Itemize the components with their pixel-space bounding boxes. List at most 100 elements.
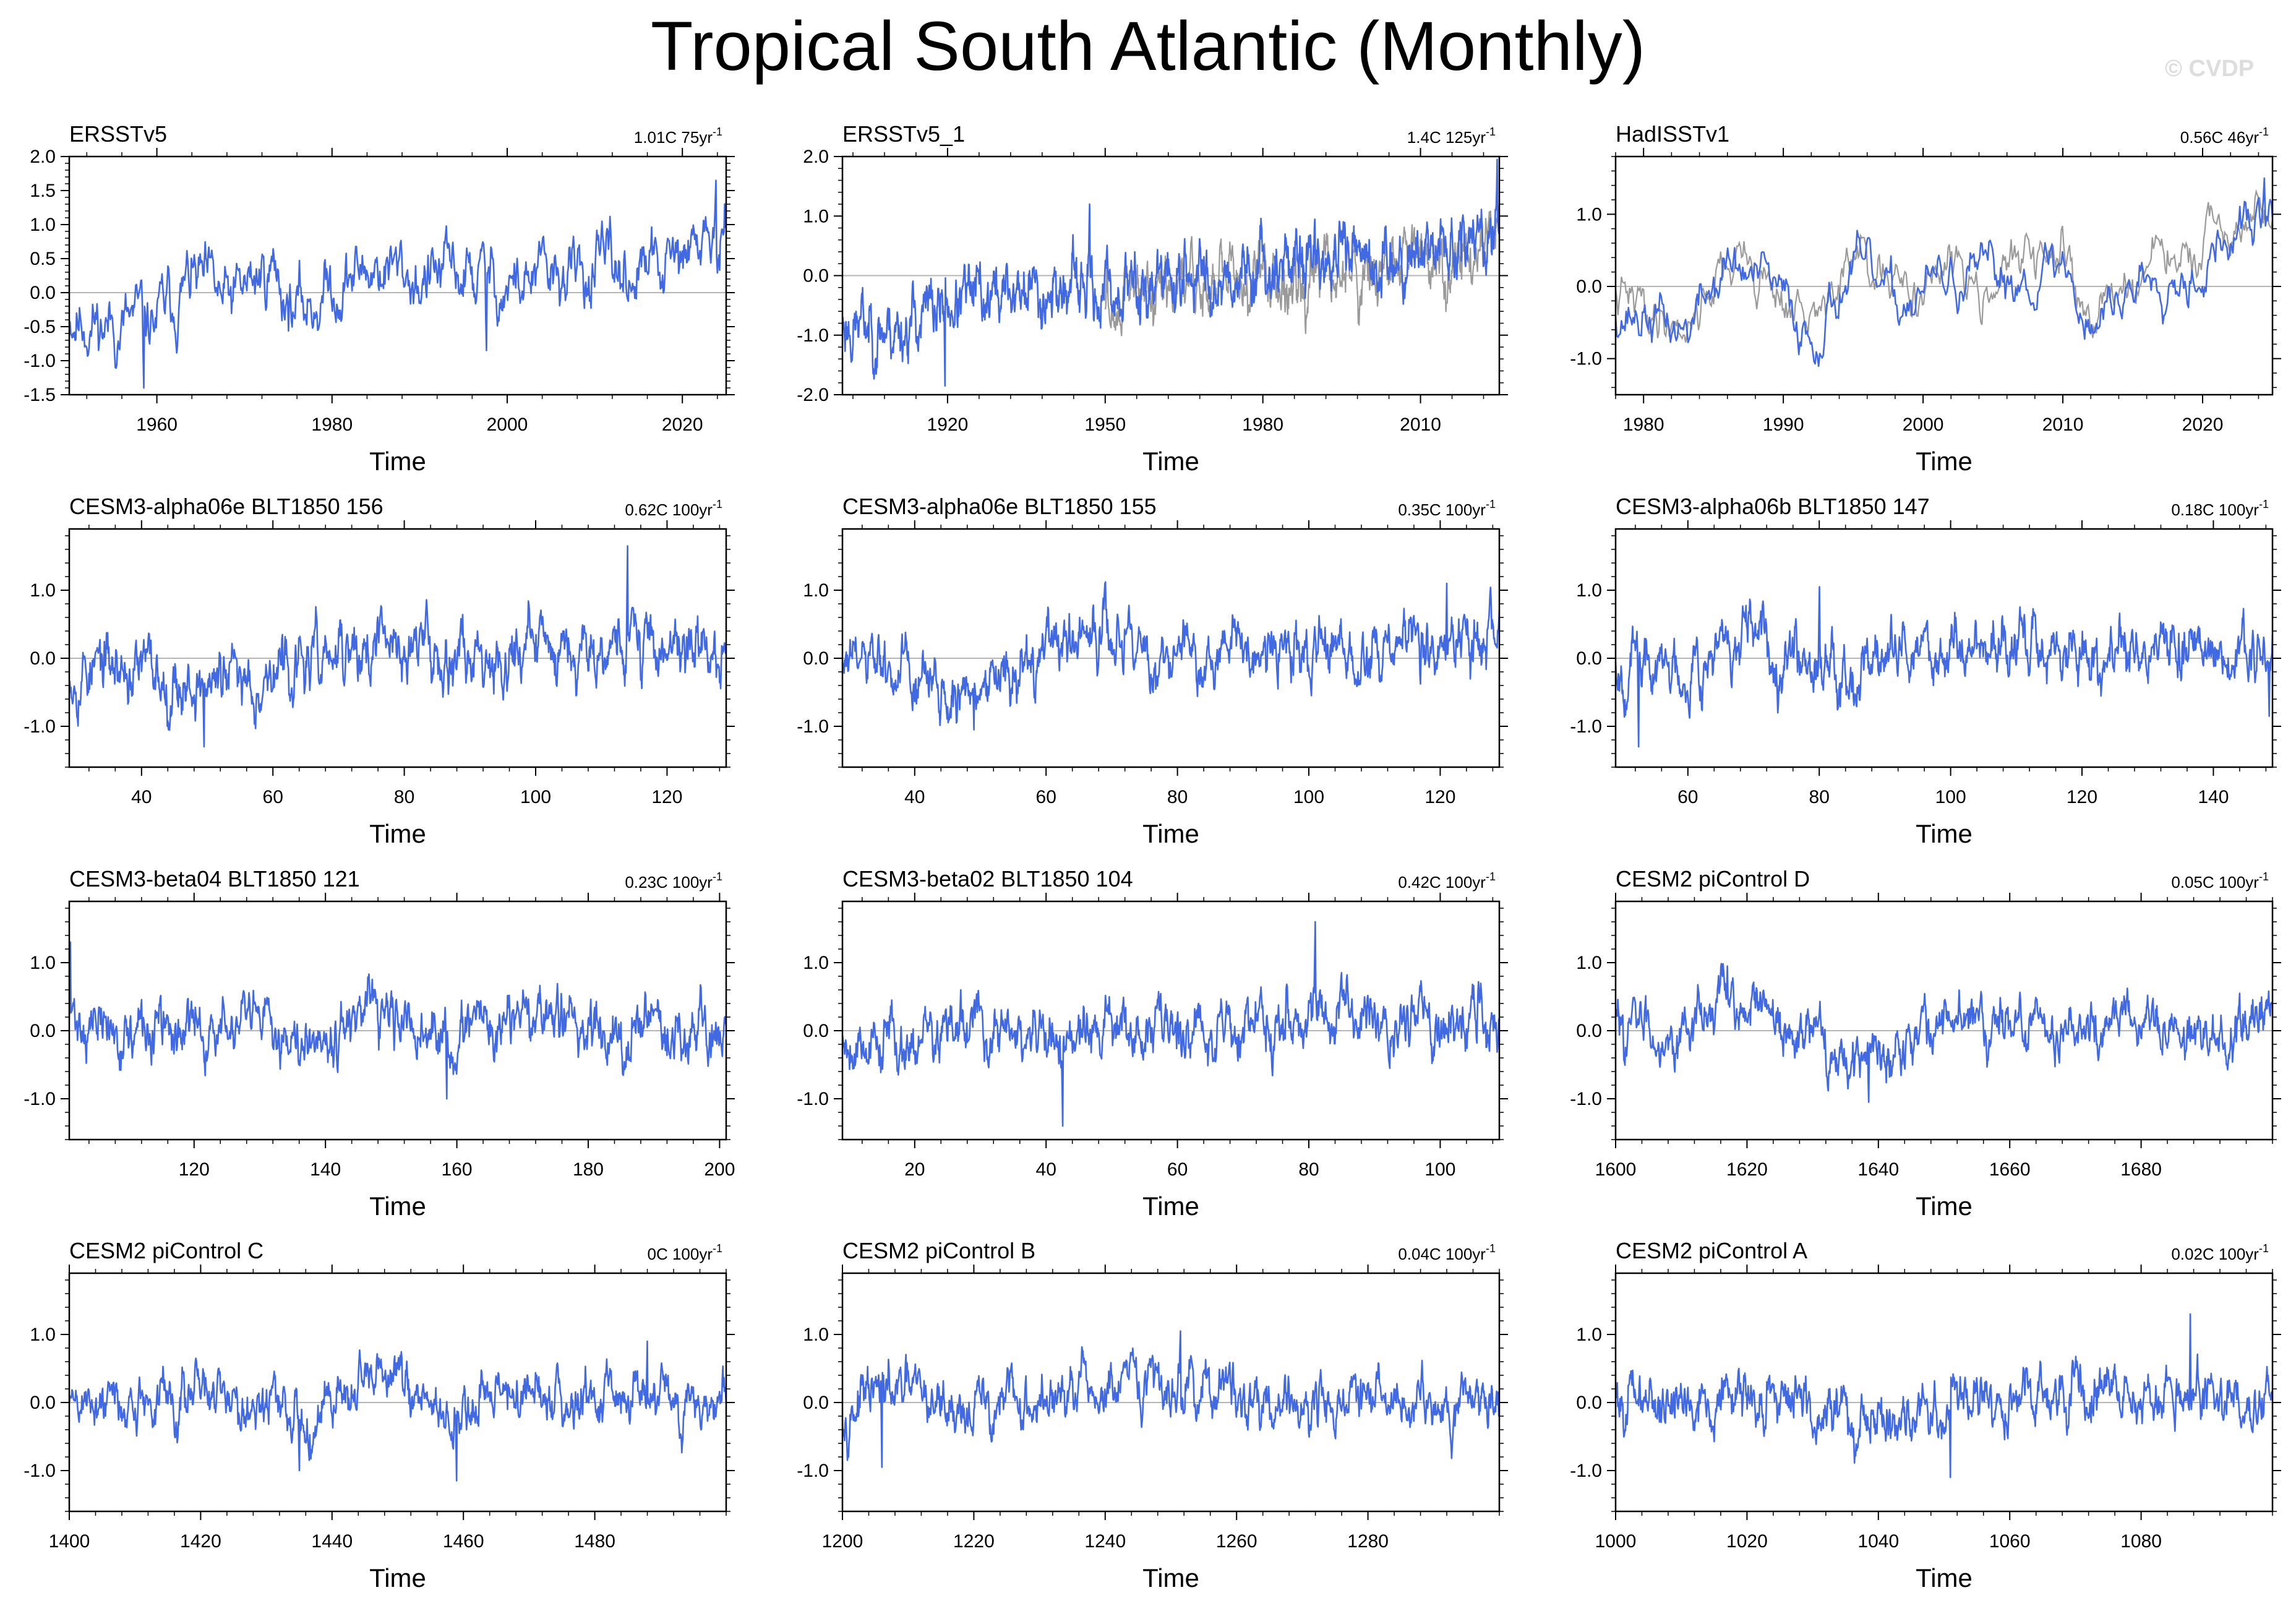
y-tick-label: 0.0 — [30, 1021, 56, 1041]
trend-label: 0.04C 100yr-1 — [1398, 1242, 1496, 1263]
y-tick-label: 1.5 — [30, 181, 56, 201]
y-tick-label: -1.0 — [1570, 1089, 1602, 1109]
y-tick-label: 0.5 — [30, 249, 56, 269]
y-tick-label: -1.0 — [24, 1089, 56, 1109]
trend-label: 1.4C 125yr-1 — [1407, 126, 1496, 147]
x-tick-label: 1980 — [311, 415, 353, 435]
chart-panel-5: CESM3-alpha06e BLT1850 155 0.35C 100yr-1 -… — [797, 494, 1508, 848]
x-tick-label: 80 — [394, 787, 414, 807]
y-tick-label: 0.0 — [1576, 648, 1602, 669]
x-tick-label: 2020 — [662, 415, 703, 435]
x-tick-label: 2000 — [487, 415, 528, 435]
panel-title: CESM3-alpha06e BLT1850 156 — [69, 494, 383, 519]
y-tick-label: -1.0 — [24, 351, 56, 371]
y-tick-label: 1.0 — [1576, 580, 1602, 601]
x-tick-label: 60 — [263, 787, 283, 807]
x-tick-label: 120 — [651, 787, 682, 807]
series-line — [69, 545, 726, 748]
y-tick-label: 1.0 — [1576, 1325, 1602, 1345]
y-tick-label: 2.0 — [30, 147, 56, 167]
chart-panel-1: ERSSTv5 1.01C 75yr-1 -1.5 -1.0 -0.5 0.0 0.5 1.0… — [24, 121, 735, 476]
y-tick-label: -1.0 — [797, 1461, 829, 1481]
x-tick-label: 1920 — [927, 415, 969, 435]
plot-frame — [841, 900, 1501, 1141]
x-tick-label: 120 — [1424, 787, 1455, 807]
x-tick-label: 1980 — [1623, 415, 1664, 435]
x-tick-label: 1440 — [311, 1531, 353, 1552]
y-tick-label: 0.0 — [1576, 277, 1602, 297]
panel-title: CESM2 piControl C — [69, 1238, 263, 1263]
series-line — [69, 179, 726, 389]
x-tick-label: 1260 — [1216, 1531, 1257, 1552]
x-tick-label: 1950 — [1084, 415, 1126, 435]
x-tick-label: 1040 — [1857, 1531, 1899, 1552]
series-line — [1616, 1313, 2272, 1479]
y-tick-label: -1.0 — [1570, 716, 1602, 737]
x-tick-label: 80 — [1298, 1159, 1319, 1180]
y-tick-label: 0.0 — [1576, 1021, 1602, 1041]
panel-title: CESM3-beta04 BLT1850 121 — [69, 866, 360, 891]
series-line — [1616, 963, 2272, 1103]
panel-title: CESM3-beta02 BLT1850 104 — [842, 866, 1133, 891]
y-tick-label: 1.0 — [1576, 953, 1602, 973]
figure-title: Tropical South Atlantic (Monthly) — [650, 7, 1646, 85]
trend-label: 1.01C 75yr-1 — [634, 126, 722, 147]
x-axis-label: Time — [1916, 819, 1973, 848]
trend-label: 0.23C 100yr-1 — [625, 870, 722, 891]
y-tick-label: -1.0 — [1570, 349, 1602, 369]
trend-label: 0C 100yr-1 — [647, 1242, 722, 1263]
y-tick-label: -2.0 — [797, 385, 829, 405]
x-tick-label: 2000 — [1903, 415, 1944, 435]
x-tick-label: 1400 — [49, 1531, 90, 1552]
chart-panel-2: ERSSTv5_1 1.4C 125yr-1 -2.0 -1.0 0.0 1.0 2.0 19… — [797, 121, 1508, 476]
plot-frame — [68, 1272, 727, 1513]
chart-panel-4: CESM3-alpha06e BLT1850 156 0.62C 100yr-1 -… — [24, 494, 735, 848]
chart-panel-8: CESM3-beta02 BLT1850 104 0.42C 100yr-1 -1.… — [797, 866, 1508, 1221]
x-tick-label: 140 — [310, 1159, 341, 1180]
plot-frame — [1614, 1272, 2274, 1513]
y-tick-label: -1.0 — [797, 325, 829, 346]
x-tick-label: 1060 — [1989, 1531, 2031, 1552]
series-line — [1616, 586, 2272, 748]
y-tick-label: 0.0 — [30, 283, 56, 303]
cvdp-watermark: © CVDP — [2165, 56, 2255, 82]
series-line — [69, 1340, 726, 1482]
plot-frame — [1614, 528, 2274, 768]
x-tick-label: 1200 — [822, 1531, 863, 1552]
y-tick-label: 1.0 — [1576, 204, 1602, 225]
panel-title: CESM2 piControl A — [1616, 1238, 1807, 1263]
x-tick-label: 200 — [704, 1159, 735, 1180]
x-axis-label: Time — [369, 819, 426, 848]
x-tick-label: 1680 — [2120, 1159, 2162, 1180]
x-tick-label: 1980 — [1242, 415, 1283, 435]
panel-title: HadISSTv1 — [1616, 121, 1729, 147]
x-tick-label: 1240 — [1084, 1531, 1126, 1552]
y-tick-label: 1.0 — [803, 206, 829, 226]
trend-label: 0.35C 100yr-1 — [1398, 498, 1496, 519]
plot-frame — [841, 1272, 1501, 1513]
x-tick-label: 1000 — [1595, 1531, 1637, 1552]
plot-frame — [1614, 155, 2274, 396]
chart-panel-12: CESM2 piControl A 0.02C 100yr-1 -1.0 0.0 1.0… — [1570, 1238, 2281, 1592]
x-axis-label: Time — [1142, 819, 1199, 848]
y-tick-label: 2.0 — [803, 147, 829, 167]
x-tick-label: 60 — [1677, 787, 1698, 807]
y-tick-label: 0.0 — [803, 1393, 829, 1413]
x-tick-label: 80 — [1809, 787, 1830, 807]
series-line — [842, 581, 1499, 731]
y-tick-label: 0.0 — [30, 648, 56, 669]
x-axis-label: Time — [1142, 1192, 1199, 1221]
trend-label: 0.02C 100yr-1 — [2171, 1242, 2269, 1263]
reference-series-line — [1616, 189, 2272, 343]
plot-frame — [1614, 900, 2274, 1141]
x-tick-label: 1660 — [1989, 1159, 2031, 1180]
trend-label: 0.56C 46yr-1 — [2180, 126, 2269, 147]
x-tick-label: 140 — [2198, 787, 2229, 807]
x-tick-label: 1280 — [1347, 1531, 1389, 1552]
panel-title: CESM3-alpha06e BLT1850 155 — [842, 494, 1157, 519]
y-tick-label: -1.0 — [24, 1461, 56, 1481]
series-line — [842, 1330, 1499, 1468]
x-tick-label: 20 — [904, 1159, 925, 1180]
